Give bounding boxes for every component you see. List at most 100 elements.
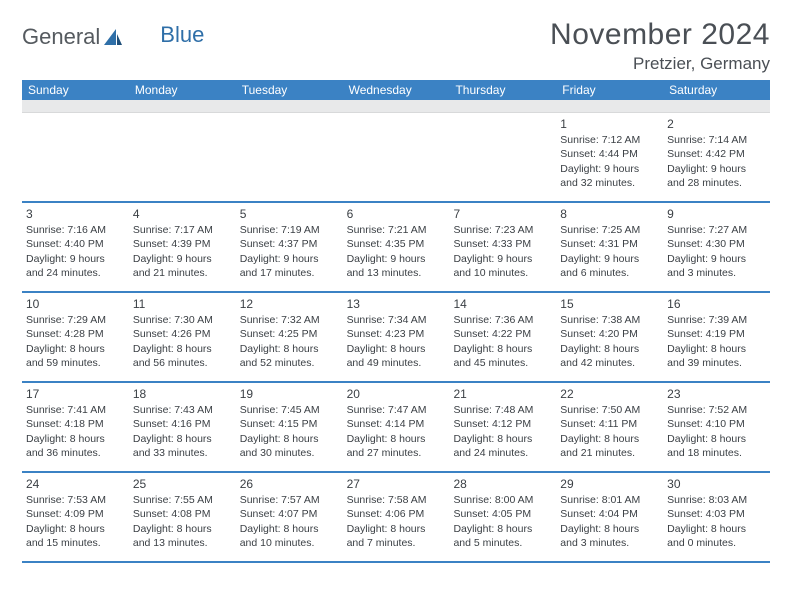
sunset-text: Sunset: 4:44 PM (560, 147, 659, 161)
daylight-text: Daylight: 8 hours and 10 minutes. (240, 522, 339, 550)
day-number: 22 (560, 386, 659, 402)
day-number: 10 (26, 296, 125, 312)
sunset-text: Sunset: 4:04 PM (560, 507, 659, 521)
sunset-text: Sunset: 4:18 PM (26, 417, 125, 431)
logo-text-part1: General (22, 24, 100, 50)
calendar-cell: 14Sunrise: 7:36 AMSunset: 4:22 PMDayligh… (449, 293, 556, 381)
calendar-cell: 15Sunrise: 7:38 AMSunset: 4:20 PMDayligh… (556, 293, 663, 381)
calendar-cell: 28Sunrise: 8:00 AMSunset: 4:05 PMDayligh… (449, 473, 556, 561)
sunrise-text: Sunrise: 7:19 AM (240, 223, 339, 237)
sunrise-text: Sunrise: 7:16 AM (26, 223, 125, 237)
day-number: 2 (667, 116, 766, 132)
sunrise-text: Sunrise: 7:23 AM (453, 223, 552, 237)
daylight-text: Daylight: 9 hours and 17 minutes. (240, 252, 339, 280)
sunset-text: Sunset: 4:31 PM (560, 237, 659, 251)
sunset-text: Sunset: 4:28 PM (26, 327, 125, 341)
sunset-text: Sunset: 4:10 PM (667, 417, 766, 431)
sunrise-text: Sunrise: 7:25 AM (560, 223, 659, 237)
calendar-cell: 6Sunrise: 7:21 AMSunset: 4:35 PMDaylight… (343, 203, 450, 291)
day-number: 19 (240, 386, 339, 402)
calendar-row: 1Sunrise: 7:12 AMSunset: 4:44 PMDaylight… (22, 113, 770, 203)
daylight-text: Daylight: 8 hours and 5 minutes. (453, 522, 552, 550)
daylight-text: Daylight: 9 hours and 21 minutes. (133, 252, 232, 280)
calendar-cell (236, 113, 343, 201)
calendar-cell: 9Sunrise: 7:27 AMSunset: 4:30 PMDaylight… (663, 203, 770, 291)
weekday-header: Friday (556, 83, 663, 97)
sunset-text: Sunset: 4:16 PM (133, 417, 232, 431)
weekday-header: Thursday (449, 83, 556, 97)
day-number: 5 (240, 206, 339, 222)
sunset-text: Sunset: 4:14 PM (347, 417, 446, 431)
sunrise-text: Sunrise: 8:03 AM (667, 493, 766, 507)
sunrise-text: Sunrise: 7:48 AM (453, 403, 552, 417)
calendar-cell: 29Sunrise: 8:01 AMSunset: 4:04 PMDayligh… (556, 473, 663, 561)
day-number: 29 (560, 476, 659, 492)
sunset-text: Sunset: 4:20 PM (560, 327, 659, 341)
calendar-cell: 12Sunrise: 7:32 AMSunset: 4:25 PMDayligh… (236, 293, 343, 381)
calendar-cell: 7Sunrise: 7:23 AMSunset: 4:33 PMDaylight… (449, 203, 556, 291)
sunrise-text: Sunrise: 7:14 AM (667, 133, 766, 147)
calendar-cell (129, 113, 236, 201)
weekday-header: Tuesday (236, 83, 343, 97)
sunrise-text: Sunrise: 7:53 AM (26, 493, 125, 507)
sunset-text: Sunset: 4:25 PM (240, 327, 339, 341)
day-number: 12 (240, 296, 339, 312)
daylight-text: Daylight: 8 hours and 7 minutes. (347, 522, 446, 550)
daylight-text: Daylight: 8 hours and 33 minutes. (133, 432, 232, 460)
sunset-text: Sunset: 4:23 PM (347, 327, 446, 341)
sunrise-text: Sunrise: 7:45 AM (240, 403, 339, 417)
calendar-row: 17Sunrise: 7:41 AMSunset: 4:18 PMDayligh… (22, 383, 770, 473)
sunrise-text: Sunrise: 7:27 AM (667, 223, 766, 237)
sunset-text: Sunset: 4:33 PM (453, 237, 552, 251)
calendar-cell (22, 113, 129, 201)
daylight-text: Daylight: 8 hours and 45 minutes. (453, 342, 552, 370)
sunset-text: Sunset: 4:35 PM (347, 237, 446, 251)
sunset-text: Sunset: 4:08 PM (133, 507, 232, 521)
day-number: 11 (133, 296, 232, 312)
calendar-cell: 11Sunrise: 7:30 AMSunset: 4:26 PMDayligh… (129, 293, 236, 381)
calendar-cell: 30Sunrise: 8:03 AMSunset: 4:03 PMDayligh… (663, 473, 770, 561)
sunset-text: Sunset: 4:19 PM (667, 327, 766, 341)
sunrise-text: Sunrise: 8:01 AM (560, 493, 659, 507)
daylight-text: Daylight: 9 hours and 13 minutes. (347, 252, 446, 280)
sunrise-text: Sunrise: 8:00 AM (453, 493, 552, 507)
sunrise-text: Sunrise: 7:47 AM (347, 403, 446, 417)
calendar-row: 3Sunrise: 7:16 AMSunset: 4:40 PMDaylight… (22, 203, 770, 293)
sunrise-text: Sunrise: 7:39 AM (667, 313, 766, 327)
title-block: November 2024 Pretzier, Germany (550, 18, 770, 74)
calendar-page: General Blue November 2024 Pretzier, Ger… (0, 0, 792, 573)
sunrise-text: Sunrise: 7:57 AM (240, 493, 339, 507)
sunrise-text: Sunrise: 7:21 AM (347, 223, 446, 237)
calendar-cell: 24Sunrise: 7:53 AMSunset: 4:09 PMDayligh… (22, 473, 129, 561)
daylight-text: Daylight: 8 hours and 42 minutes. (560, 342, 659, 370)
sunrise-text: Sunrise: 7:50 AM (560, 403, 659, 417)
calendar-cell (343, 113, 450, 201)
calendar-cell: 19Sunrise: 7:45 AMSunset: 4:15 PMDayligh… (236, 383, 343, 471)
day-number: 25 (133, 476, 232, 492)
header: General Blue November 2024 Pretzier, Ger… (22, 18, 770, 74)
calendar-cell: 18Sunrise: 7:43 AMSunset: 4:16 PMDayligh… (129, 383, 236, 471)
calendar-cell: 13Sunrise: 7:34 AMSunset: 4:23 PMDayligh… (343, 293, 450, 381)
daylight-text: Daylight: 8 hours and 0 minutes. (667, 522, 766, 550)
sunset-text: Sunset: 4:37 PM (240, 237, 339, 251)
sunrise-text: Sunrise: 7:43 AM (133, 403, 232, 417)
day-number: 17 (26, 386, 125, 402)
daylight-text: Daylight: 9 hours and 24 minutes. (26, 252, 125, 280)
daylight-text: Daylight: 8 hours and 30 minutes. (240, 432, 339, 460)
calendar-cell: 26Sunrise: 7:57 AMSunset: 4:07 PMDayligh… (236, 473, 343, 561)
calendar-cell: 2Sunrise: 7:14 AMSunset: 4:42 PMDaylight… (663, 113, 770, 201)
sunset-text: Sunset: 4:15 PM (240, 417, 339, 431)
calendar-cell: 27Sunrise: 7:58 AMSunset: 4:06 PMDayligh… (343, 473, 450, 561)
sunset-text: Sunset: 4:26 PM (133, 327, 232, 341)
weekday-header: Saturday (663, 83, 770, 97)
calendar-cell: 20Sunrise: 7:47 AMSunset: 4:14 PMDayligh… (343, 383, 450, 471)
calendar-cell: 23Sunrise: 7:52 AMSunset: 4:10 PMDayligh… (663, 383, 770, 471)
day-number: 13 (347, 296, 446, 312)
sunrise-text: Sunrise: 7:30 AM (133, 313, 232, 327)
day-number: 4 (133, 206, 232, 222)
logo-text-part2: Blue (124, 22, 204, 47)
daylight-text: Daylight: 8 hours and 21 minutes. (560, 432, 659, 460)
sunset-text: Sunset: 4:39 PM (133, 237, 232, 251)
day-number: 18 (133, 386, 232, 402)
daylight-text: Daylight: 8 hours and 3 minutes. (560, 522, 659, 550)
